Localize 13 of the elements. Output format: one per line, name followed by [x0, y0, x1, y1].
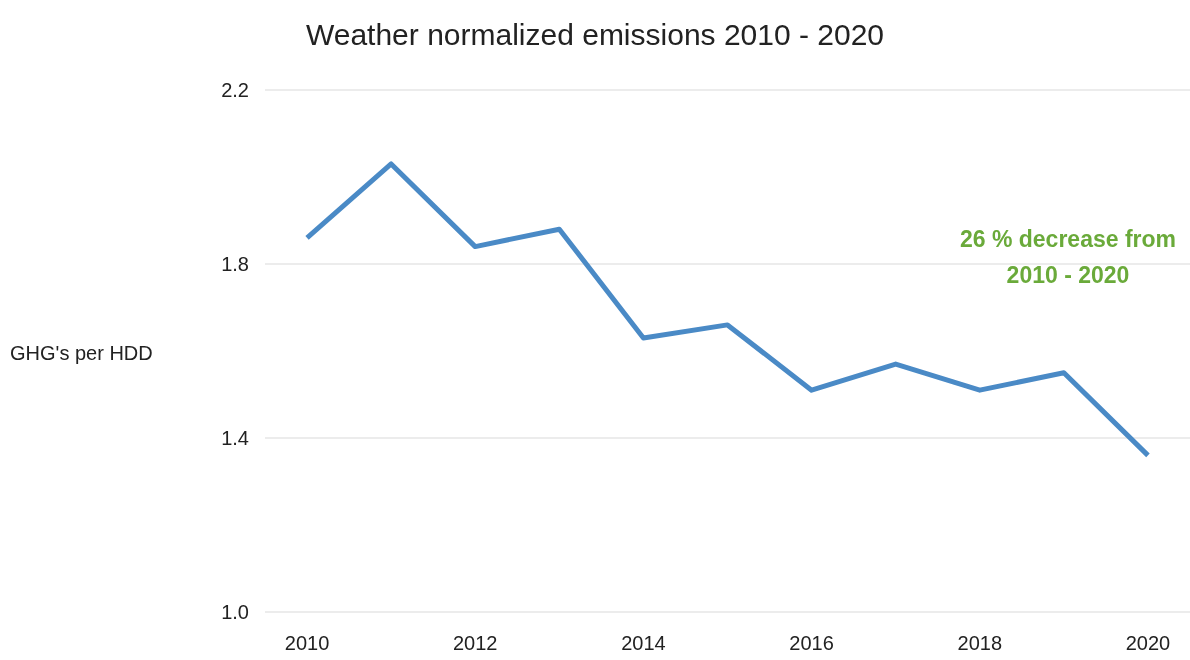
y-tick-label: 1.0	[221, 600, 249, 623]
chart-title: Weather normalized emissions 2010 - 2020	[305, 18, 885, 51]
x-tick-label: 2016	[789, 632, 834, 654]
y-tick-label: 1.8	[221, 252, 249, 275]
x-tick-label: 2010	[284, 632, 330, 654]
y-tick-label: 2.2	[221, 78, 249, 101]
y-axis-title: GHG's per HDD	[10, 342, 153, 364]
annotation: 26 % decrease from 2010 - 2020	[959, 226, 1177, 288]
x-tick-label: 2014	[621, 632, 666, 654]
x-tick-label: 2018	[957, 632, 1003, 654]
x-tick-label: 2012	[452, 632, 498, 654]
y-tick-label: 1.4	[221, 426, 249, 449]
x-tick-label: 2020	[1125, 632, 1171, 654]
